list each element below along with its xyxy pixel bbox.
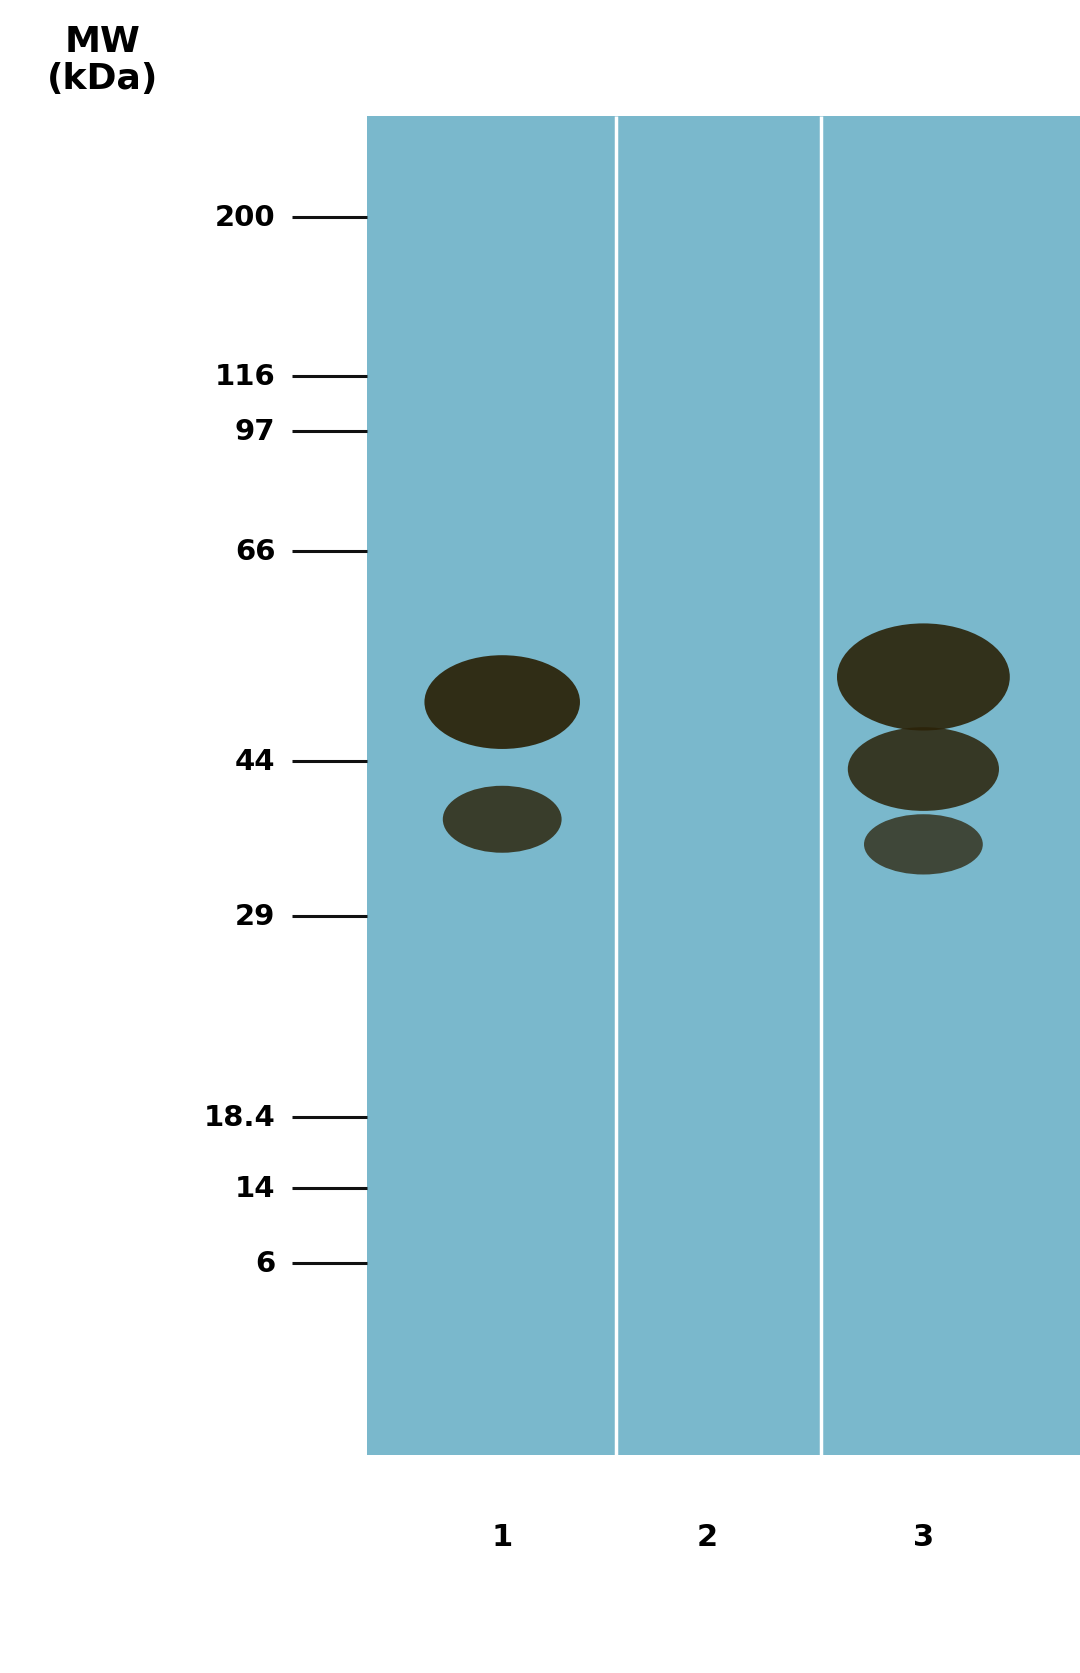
Ellipse shape: [443, 786, 562, 853]
Text: 2: 2: [697, 1522, 718, 1551]
Text: 97: 97: [234, 418, 275, 445]
Ellipse shape: [837, 624, 1010, 731]
Text: 6: 6: [255, 1250, 275, 1276]
Ellipse shape: [424, 656, 580, 750]
Text: 14: 14: [235, 1174, 275, 1201]
Ellipse shape: [864, 815, 983, 875]
Ellipse shape: [848, 728, 999, 811]
Bar: [367, 117, 1080, 1456]
Text: 200: 200: [215, 204, 275, 231]
Text: MW
(kDa): MW (kDa): [46, 25, 159, 95]
Text: 3: 3: [913, 1522, 934, 1551]
Text: 29: 29: [235, 903, 275, 930]
Text: 116: 116: [215, 363, 275, 390]
Text: 1: 1: [491, 1522, 513, 1551]
Text: 66: 66: [235, 539, 275, 565]
Text: 18.4: 18.4: [204, 1104, 275, 1131]
Text: 44: 44: [235, 748, 275, 775]
